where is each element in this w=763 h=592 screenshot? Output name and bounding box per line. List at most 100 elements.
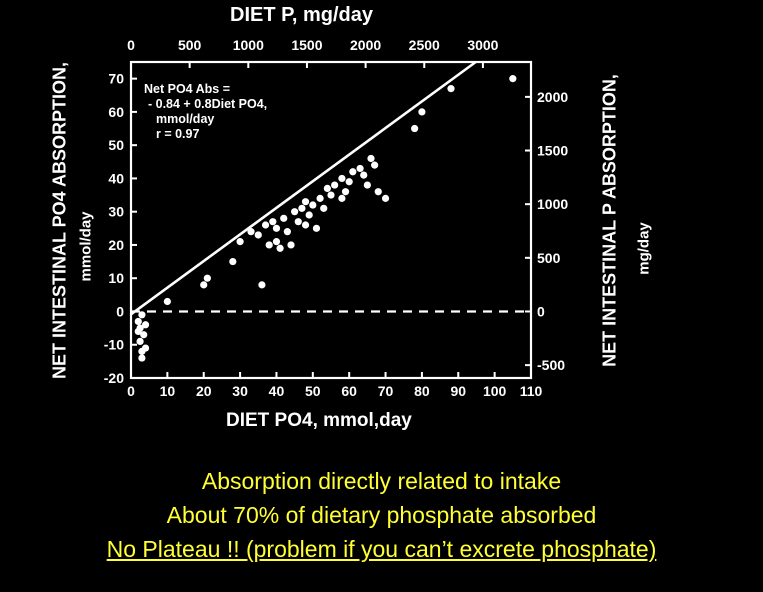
- data-point: [360, 171, 368, 179]
- data-point: [236, 238, 244, 246]
- data-point: [203, 274, 211, 282]
- data-point: [138, 311, 146, 319]
- data-point: [316, 194, 324, 202]
- data-point: [309, 201, 317, 209]
- x-axis-label: DIET PO4, mmol,day: [226, 410, 412, 431]
- data-point: [140, 331, 148, 339]
- data-point: [349, 168, 357, 176]
- y-tick-label: 50: [108, 137, 124, 153]
- y-axis-label-right: NET INTESTINAL P ABSORPTION,: [599, 74, 620, 367]
- caption-line-3-text: No Plateau !! (problem if you can’t excr…: [106, 536, 657, 562]
- data-point: [136, 337, 144, 346]
- data-point: [305, 211, 313, 219]
- data-point: [301, 221, 310, 229]
- x-tick-label: 50: [305, 383, 321, 399]
- data-point: [323, 184, 331, 192]
- data-point: [411, 124, 419, 133]
- x-tick-label: 100: [483, 383, 507, 399]
- x-tick-label: 80: [414, 383, 430, 399]
- data-point: [418, 108, 426, 116]
- right-tick-label: 1000: [537, 196, 568, 212]
- caption-line-3: No Plateau !! (problem if you can’t excr…: [0, 534, 763, 564]
- x-tick-label: 10: [160, 383, 176, 399]
- right-tick-label: 2000: [537, 89, 568, 105]
- data-point: [338, 194, 346, 202]
- regression-equation: Net PO4 Abs = - 0.84 + 0.8Diet PO4, mmol…: [144, 82, 267, 142]
- equation-line-1: Net PO4 Abs =: [144, 82, 231, 96]
- data-point: [298, 204, 306, 212]
- y-axis-unit-right: mg/day: [635, 222, 653, 275]
- data-point: [261, 221, 270, 229]
- data-point: [374, 188, 382, 196]
- x-tick-label: 110: [520, 383, 543, 399]
- top-tick-label: 0: [127, 37, 135, 53]
- top-tick-label: 2500: [409, 37, 440, 53]
- x-tick-label: 40: [269, 383, 285, 399]
- equation-line-3: mmol/day: [156, 112, 215, 126]
- regression-line: [130, 60, 477, 316]
- data-point: [138, 354, 146, 362]
- right-tick-label: 0: [537, 303, 545, 319]
- data-point: [509, 75, 517, 83]
- data-point: [200, 281, 208, 289]
- right-tick-label: 1500: [537, 143, 568, 159]
- right-tick-label: 500: [537, 250, 561, 266]
- data-point: [338, 174, 346, 183]
- y-tick-label: 0: [116, 303, 124, 319]
- x-tick-label: 90: [450, 383, 466, 399]
- y-tick-label: -10: [104, 337, 124, 353]
- data-point: [276, 244, 284, 252]
- equation-line-4: r = 0.97: [156, 127, 200, 141]
- data-point: [345, 178, 353, 186]
- x-tick-label: 70: [378, 383, 394, 399]
- data-point: [247, 228, 255, 236]
- right-tick-label: -500: [537, 357, 565, 373]
- data-point: [136, 324, 144, 332]
- data-point: [265, 241, 273, 249]
- data-point: [280, 214, 288, 222]
- y-tick-label: 20: [108, 237, 124, 253]
- x-tick-label: 0: [127, 383, 135, 399]
- y-tick-label: 60: [108, 104, 124, 120]
- y-tick-label: 10: [108, 270, 124, 286]
- data-point: [272, 224, 281, 232]
- plot-frame: [129, 60, 533, 380]
- y-axis-unit-left: mmol/day: [77, 211, 95, 282]
- data-point: [447, 85, 455, 93]
- top-tick-label: 1000: [233, 37, 264, 53]
- data-point: [301, 198, 310, 206]
- data-point: [283, 228, 291, 236]
- data-point: [163, 297, 171, 306]
- data-point: [320, 204, 328, 212]
- top-tick-label: 3000: [467, 37, 498, 53]
- x-tick-label: 20: [196, 383, 212, 399]
- data-point: [312, 224, 321, 232]
- data-point: [327, 191, 335, 199]
- top-tick-label: 2000: [350, 37, 381, 53]
- data-point: [254, 231, 262, 239]
- data-point: [258, 281, 266, 289]
- data-point: [341, 188, 350, 196]
- caption-line-1: Absorption directly related to intake: [201, 468, 562, 494]
- data-point: [287, 241, 295, 249]
- top-axis-label: DIET P, mg/day: [230, 4, 374, 26]
- data-point: [381, 194, 390, 202]
- x-tick-label: 60: [341, 383, 357, 399]
- data-point: [331, 181, 339, 189]
- y-tick-label: 70: [108, 71, 124, 87]
- data-point: [229, 257, 237, 266]
- data-point: [371, 161, 379, 169]
- data-point: [272, 238, 281, 246]
- caption-line-2: About 70% of dietary phosphate absorbed: [166, 502, 597, 528]
- data-point: [141, 344, 150, 352]
- y-tick-label: -20: [104, 370, 124, 386]
- data-point: [367, 154, 375, 163]
- y-axis-label-left: NET INTESTINAL PO4 ABSORPTION,: [49, 61, 70, 380]
- top-tick-label: 1500: [291, 37, 322, 53]
- y-tick-label: 30: [108, 204, 124, 220]
- data-point: [356, 164, 364, 173]
- top-tick-label: 500: [178, 37, 202, 53]
- data-point: [294, 218, 302, 226]
- equation-line-2: - 0.84 + 0.8Diet PO4,: [148, 97, 268, 111]
